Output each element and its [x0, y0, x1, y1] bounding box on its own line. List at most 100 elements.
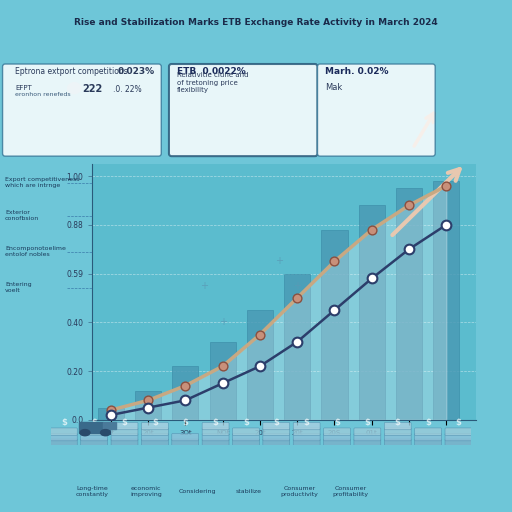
- Text: eronhon renefeds: eronhon renefeds: [15, 92, 71, 97]
- FancyBboxPatch shape: [354, 422, 381, 430]
- Text: Encomponotoelime
entolof nobles: Encomponotoelime entolof nobles: [5, 246, 66, 257]
- Text: Mak: Mak: [325, 82, 343, 92]
- FancyBboxPatch shape: [354, 428, 381, 435]
- FancyBboxPatch shape: [141, 439, 168, 446]
- Bar: [284, 273, 310, 420]
- Point: [144, 396, 152, 404]
- Text: Export competitiveness
which are intrnge: Export competitiveness which are intrnge: [5, 177, 80, 188]
- FancyBboxPatch shape: [202, 428, 229, 435]
- FancyBboxPatch shape: [324, 439, 350, 446]
- Text: $: $: [243, 418, 249, 427]
- FancyBboxPatch shape: [445, 428, 472, 435]
- Text: +: +: [274, 257, 283, 266]
- FancyBboxPatch shape: [111, 439, 138, 446]
- FancyBboxPatch shape: [354, 439, 381, 446]
- Bar: [433, 181, 459, 420]
- FancyBboxPatch shape: [141, 434, 168, 441]
- FancyBboxPatch shape: [293, 434, 320, 441]
- FancyBboxPatch shape: [202, 439, 229, 446]
- Point: [219, 362, 227, 370]
- FancyBboxPatch shape: [385, 434, 411, 441]
- Circle shape: [70, 84, 81, 93]
- Text: Marh. 0.02%: Marh. 0.02%: [325, 67, 389, 76]
- Text: stabilize: stabilize: [236, 489, 261, 494]
- Text: $: $: [182, 418, 188, 427]
- Text: $: $: [61, 418, 67, 427]
- Point: [256, 330, 264, 338]
- FancyBboxPatch shape: [202, 434, 229, 441]
- Text: +: +: [293, 281, 301, 291]
- Text: Consumer
profitability: Consumer profitability: [333, 486, 369, 497]
- Text: EFPT: EFPT: [15, 84, 32, 91]
- Bar: [79, 422, 103, 433]
- FancyBboxPatch shape: [385, 439, 411, 446]
- Text: 222: 222: [82, 84, 102, 94]
- Text: Eptrona extport competitions: Eptrona extport competitions: [15, 67, 128, 76]
- Text: Rise and Stabilization Marks ETB Exchange Rate Activity in March 2024: Rise and Stabilization Marks ETB Exchang…: [74, 18, 438, 27]
- FancyBboxPatch shape: [81, 428, 108, 435]
- FancyBboxPatch shape: [385, 428, 411, 435]
- Point: [442, 182, 451, 190]
- Bar: [359, 205, 385, 420]
- Text: $: $: [304, 418, 310, 427]
- FancyBboxPatch shape: [324, 434, 350, 441]
- Point: [181, 381, 189, 390]
- FancyBboxPatch shape: [324, 422, 350, 430]
- Text: $: $: [273, 418, 279, 427]
- Text: $: $: [121, 418, 127, 427]
- FancyBboxPatch shape: [111, 428, 138, 435]
- Text: +: +: [219, 317, 227, 327]
- Bar: [98, 408, 124, 420]
- Circle shape: [100, 430, 111, 436]
- Circle shape: [69, 84, 80, 94]
- Circle shape: [69, 82, 80, 92]
- FancyBboxPatch shape: [445, 434, 472, 441]
- Bar: [322, 230, 348, 420]
- Bar: [247, 310, 273, 420]
- FancyBboxPatch shape: [293, 439, 320, 446]
- Point: [293, 294, 301, 302]
- Circle shape: [68, 84, 78, 93]
- Bar: [173, 366, 199, 420]
- Text: $: $: [395, 418, 401, 427]
- Text: ETB  0.0022%: ETB 0.0022%: [177, 67, 245, 76]
- FancyBboxPatch shape: [50, 439, 77, 446]
- FancyBboxPatch shape: [81, 422, 108, 430]
- FancyBboxPatch shape: [324, 428, 350, 435]
- FancyBboxPatch shape: [232, 439, 260, 446]
- Point: [330, 257, 338, 265]
- FancyBboxPatch shape: [415, 439, 441, 446]
- FancyBboxPatch shape: [354, 434, 381, 441]
- FancyBboxPatch shape: [81, 439, 108, 446]
- Point: [405, 201, 413, 209]
- Point: [106, 406, 115, 414]
- FancyBboxPatch shape: [111, 434, 138, 441]
- FancyBboxPatch shape: [263, 439, 290, 446]
- Text: 0.023%: 0.023%: [118, 67, 155, 76]
- Text: Entering
voelt: Entering voelt: [5, 282, 32, 293]
- Bar: [103, 422, 116, 429]
- Point: [368, 226, 376, 234]
- FancyBboxPatch shape: [415, 434, 441, 441]
- Text: $: $: [212, 418, 219, 427]
- FancyBboxPatch shape: [232, 422, 260, 430]
- FancyBboxPatch shape: [141, 428, 168, 435]
- FancyBboxPatch shape: [385, 422, 411, 430]
- Bar: [209, 342, 236, 420]
- Text: Considering: Considering: [178, 489, 216, 494]
- Text: $: $: [152, 418, 158, 427]
- Text: Relativitie clune and
of tretoning price
flexibility: Relativitie clune and of tretoning price…: [177, 72, 248, 93]
- Text: +: +: [200, 281, 208, 291]
- FancyBboxPatch shape: [172, 439, 199, 446]
- Text: $: $: [456, 418, 461, 427]
- Text: Consumer
productivity: Consumer productivity: [281, 486, 318, 497]
- Bar: [135, 391, 161, 420]
- FancyBboxPatch shape: [172, 434, 199, 441]
- Text: $: $: [365, 418, 370, 427]
- Text: $: $: [425, 418, 431, 427]
- Text: Exterior
conofbsion: Exterior conofbsion: [5, 210, 39, 221]
- Text: $: $: [91, 418, 97, 427]
- Bar: [396, 188, 422, 420]
- Circle shape: [80, 430, 90, 436]
- FancyBboxPatch shape: [50, 434, 77, 441]
